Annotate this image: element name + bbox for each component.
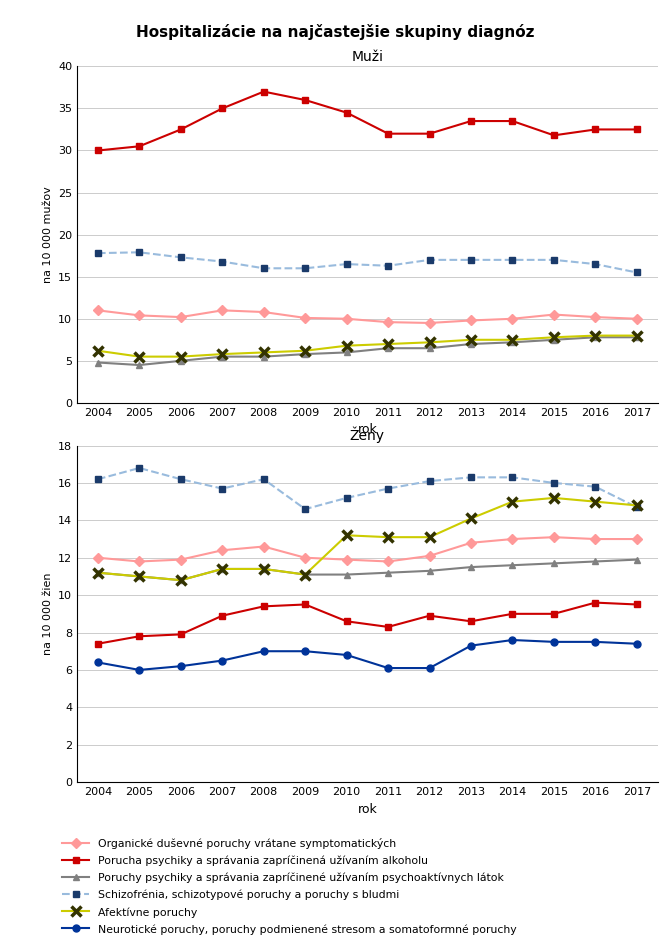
Title: Muži: Muži	[352, 50, 383, 64]
Y-axis label: na 10 000 žien: na 10 000 žien	[43, 573, 52, 655]
X-axis label: rok: rok	[358, 803, 377, 815]
Title: Ženy: Ženy	[350, 427, 385, 443]
Text: Hospitalizácie na najčastejšie skupiny diagnóz: Hospitalizácie na najčastejšie skupiny d…	[136, 24, 535, 40]
X-axis label: rok: rok	[358, 424, 377, 436]
Y-axis label: na 10 000 mužov: na 10 000 mužov	[43, 186, 52, 283]
Legend: Organické duševné poruchy vrátane symptomatických, Porucha psychiky a správania : Organické duševné poruchy vrátane sympto…	[59, 835, 520, 938]
